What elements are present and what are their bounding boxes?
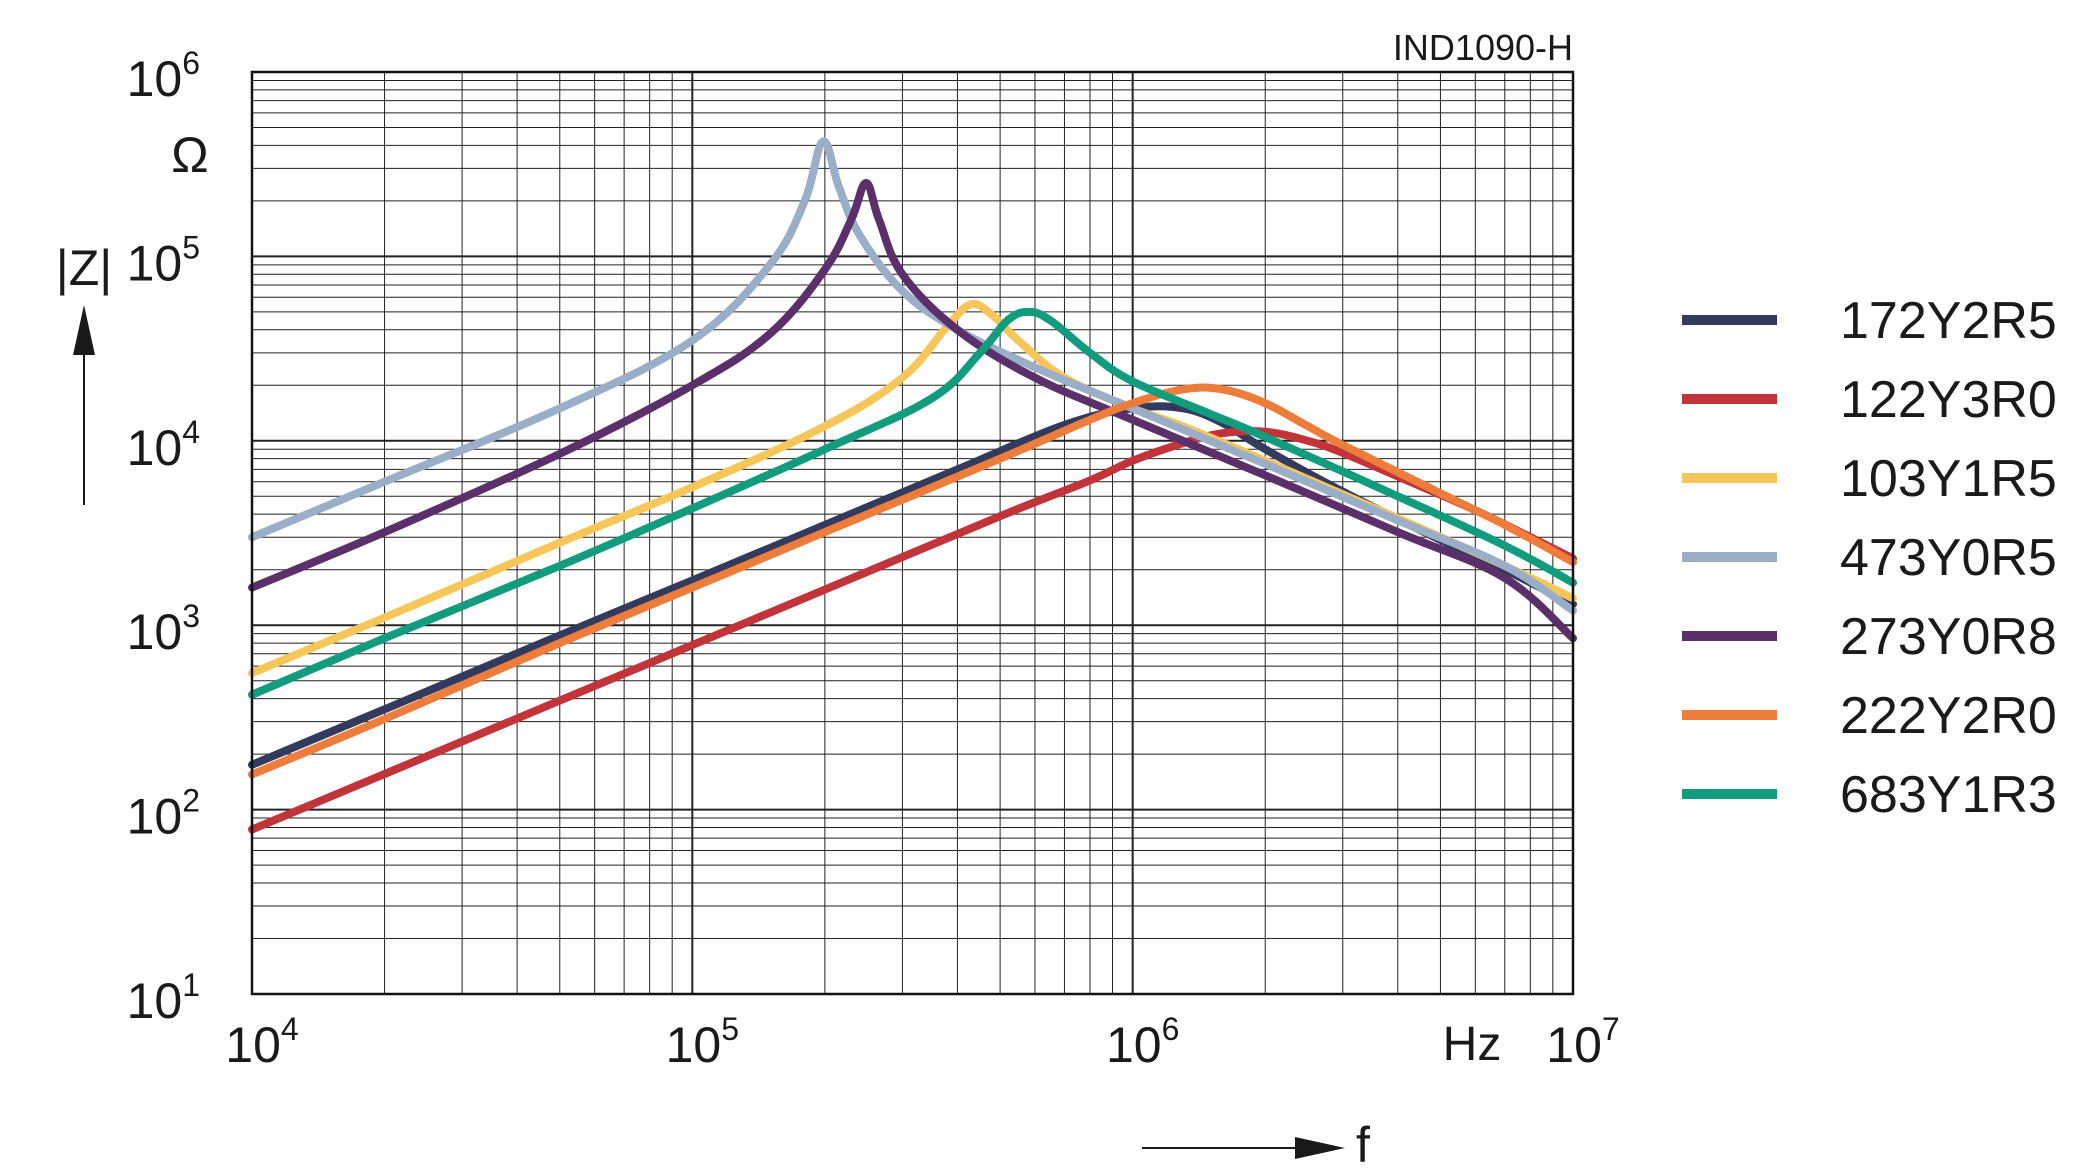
x-axis-label: f bbox=[1356, 1117, 1370, 1173]
series-line-473Y0R5 bbox=[248, 137, 1577, 615]
series-curves bbox=[248, 137, 1577, 834]
x-tick-label: 105 bbox=[666, 1011, 739, 1073]
legend-label: 122Y3R0 bbox=[1840, 371, 2057, 429]
series-line-683Y1R3 bbox=[248, 307, 1577, 699]
legend-label: 273Y0R8 bbox=[1840, 608, 2057, 666]
y-tick-label: 102 bbox=[127, 783, 200, 845]
x-tick-label: 107 bbox=[1546, 1011, 1619, 1073]
legend-label: 222Y2R0 bbox=[1840, 687, 2057, 745]
x-tick-label: 104 bbox=[225, 1011, 298, 1073]
legend-label: 103Y1R5 bbox=[1840, 450, 2057, 508]
plot-frame bbox=[250, 70, 1575, 996]
legend-label: 473Y0R5 bbox=[1840, 529, 2057, 587]
x-unit-label: Hz bbox=[1443, 1018, 1502, 1071]
y-axis-arrow-icon bbox=[73, 305, 95, 505]
y-tick-label: 104 bbox=[127, 414, 200, 476]
series-line-222Y2R0 bbox=[248, 383, 1577, 779]
x-tick-label: 106 bbox=[1106, 1011, 1179, 1073]
legend: 172Y2R5 122Y3R0 103Y1R5 473Y0R5 273Y0R8 222Y2… bbox=[1682, 292, 2057, 824]
y-tick-labels: 101 102 103 104 105 106 bbox=[127, 45, 200, 1029]
chart-id-label: IND1090-H bbox=[1393, 27, 1573, 68]
x-tick-labels: 104 105 106 107 bbox=[225, 1011, 1619, 1073]
y-tick-label: 105 bbox=[127, 229, 200, 291]
y-tick-label: 103 bbox=[127, 598, 200, 660]
x-axis-arrow-icon bbox=[1142, 1137, 1345, 1159]
y-axis-label: |Z| bbox=[56, 240, 113, 296]
legend-label: 172Y2R5 bbox=[1840, 292, 2057, 350]
series-line-273Y0R8 bbox=[248, 179, 1577, 643]
legend-label: 683Y1R3 bbox=[1840, 766, 2057, 824]
y-tick-label: 101 bbox=[127, 967, 200, 1029]
plot-border bbox=[250, 70, 1575, 996]
y-unit-label: Ω bbox=[171, 127, 208, 183]
series-line-122Y3R0 bbox=[248, 427, 1577, 834]
y-tick-label: 106 bbox=[127, 45, 200, 107]
